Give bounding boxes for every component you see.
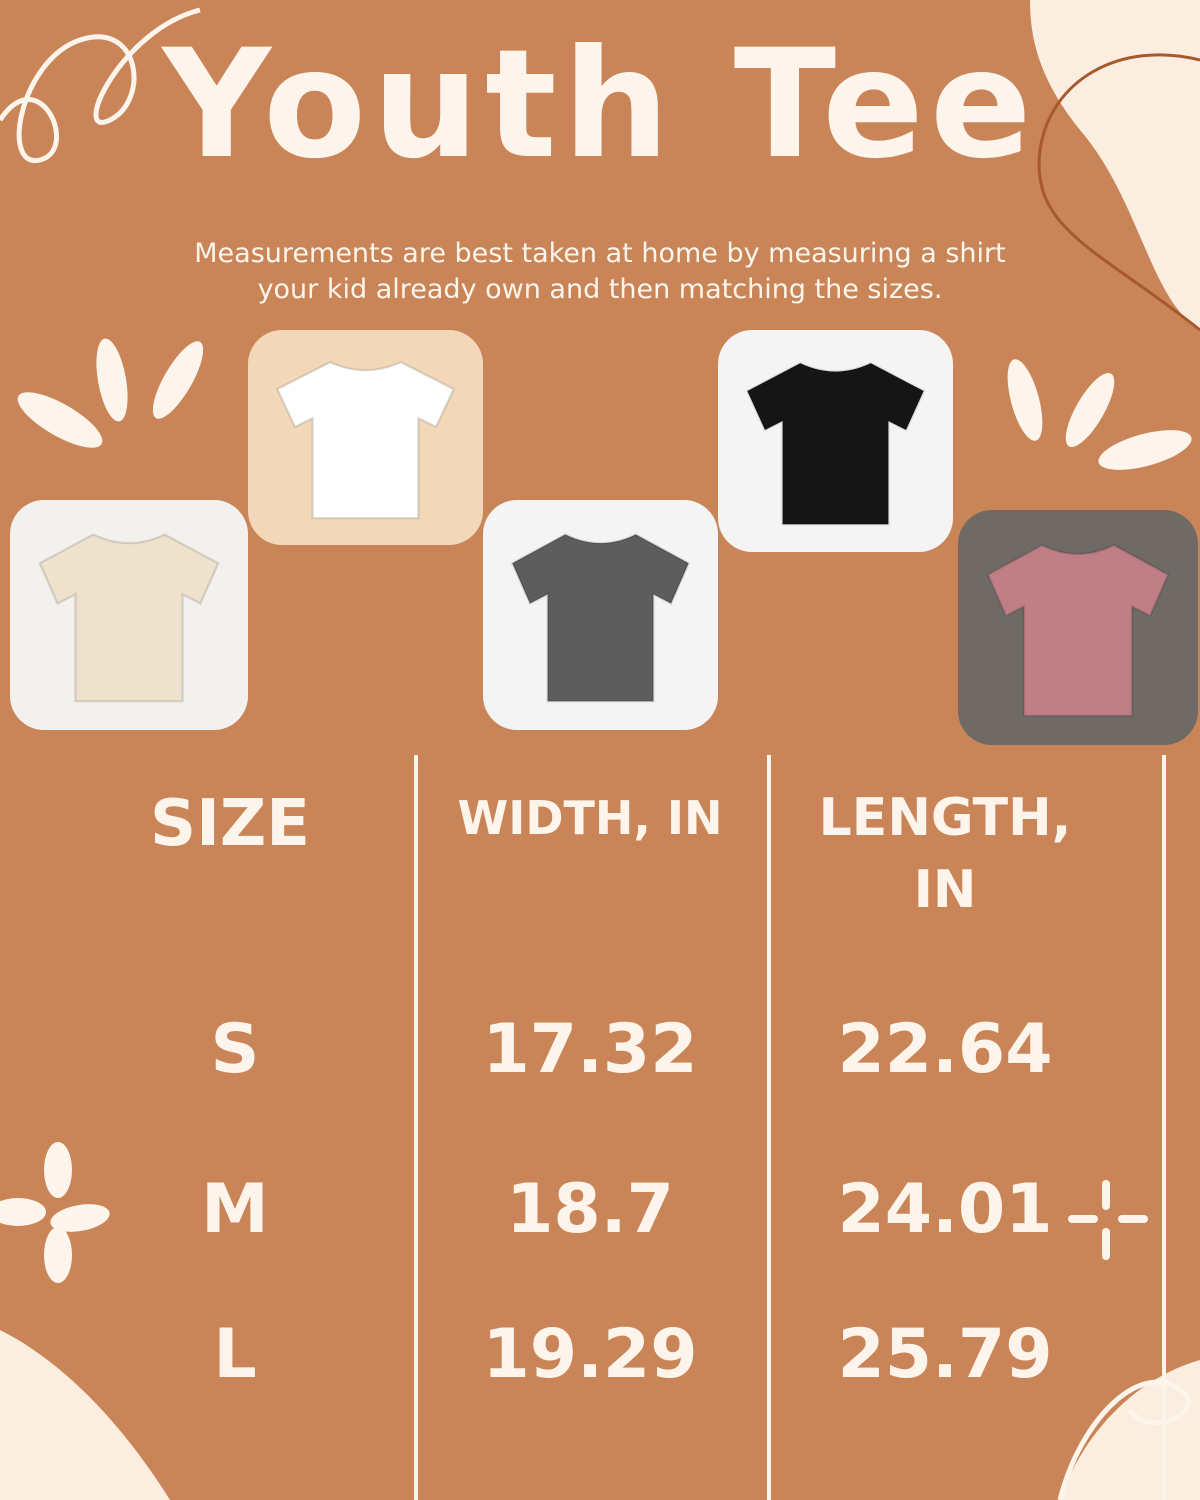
photo-beige-tee [10, 500, 248, 730]
subtitle: Measurements are best taken at home by m… [0, 236, 1200, 308]
left-leaves-icon [17, 338, 204, 448]
cell-size: L [213, 1315, 257, 1394]
header-length-line-2: IN [913, 860, 977, 920]
bottom-left-blob [0, 1330, 170, 1500]
right-leaves-icon [1007, 359, 1192, 470]
cell-size: M [201, 1170, 269, 1249]
table-divider [414, 755, 418, 1500]
cell-length: 22.64 [837, 1010, 1053, 1089]
top-left-loops [0, 7, 201, 163]
photo-gray-tee [483, 500, 718, 730]
tshirt-icon [275, 361, 456, 520]
cell-length: 24.01 [837, 1170, 1053, 1249]
header-length-line-1: LENGTH, [818, 788, 1072, 848]
tshirt-icon [745, 362, 926, 526]
cell-width: 19.29 [482, 1315, 698, 1394]
cell-width: 18.7 [506, 1170, 674, 1249]
subtitle-line-1: Measurements are best taken at home by m… [194, 238, 1006, 269]
right-sparkle-icon [1068, 1180, 1148, 1260]
header-length: LENGTH, IN [790, 782, 1100, 926]
header-width: WIDTH, IN [457, 791, 723, 845]
cell-width: 17.32 [482, 1010, 698, 1089]
tshirt-icon [986, 543, 1170, 717]
black-tee-image [718, 330, 953, 552]
photo-black-tee [718, 330, 953, 552]
table-divider [1162, 755, 1166, 1500]
cell-length: 25.79 [837, 1315, 1053, 1394]
photo-white-tee [248, 330, 483, 545]
table-row: S 17.32 22.64 [0, 1010, 1200, 1100]
pink-tee-image [958, 510, 1198, 745]
bottom-right-loop [1057, 1379, 1191, 1500]
gray-tee-image [483, 500, 718, 730]
cell-size: S [210, 1010, 260, 1089]
photo-pink-tee [958, 510, 1198, 745]
white-tee-image [248, 330, 483, 545]
top-right-blob [1030, 0, 1200, 330]
beige-tee-image [10, 500, 248, 730]
page-title: Youth Tee [162, 18, 1038, 192]
subtitle-line-2: your kid already own and then matching t… [257, 274, 943, 305]
table-row: M 18.7 24.01 [0, 1170, 1200, 1260]
table-row: L 19.29 25.79 [0, 1315, 1200, 1405]
header-size: SIZE [149, 787, 311, 861]
table-divider [767, 755, 771, 1500]
left-sparkle-icon [0, 1142, 110, 1283]
tshirt-icon [38, 533, 220, 703]
top-right-swirl [1037, 53, 1200, 332]
tshirt-icon [510, 533, 691, 703]
